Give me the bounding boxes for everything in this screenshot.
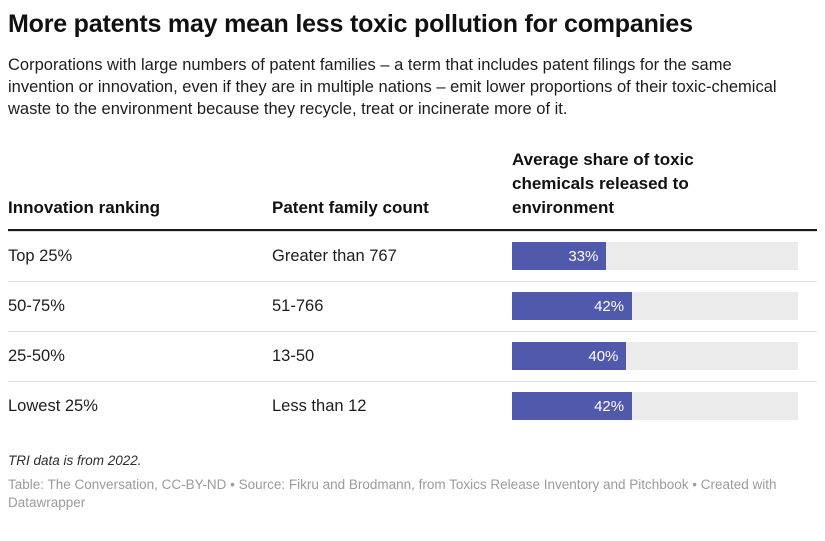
bar-value-label: 42% [594, 297, 625, 315]
bar-value-label: 42% [594, 397, 625, 415]
patent-count-cell: Greater than 767 [272, 246, 397, 265]
table-header-row: Innovation ranking Patent family count A… [8, 148, 817, 231]
attribution-text: Table: The Conversation, CC-BY-ND • Sour… [8, 476, 777, 510]
table-row: 25-50% 13-50 40% [8, 330, 817, 381]
bar-track: 40% [512, 342, 798, 371]
ranking-cell: Lowest 25% [8, 396, 98, 415]
table-row: Top 25% Greater than 767 33% [8, 230, 817, 281]
ranking-cell: Top 25% [8, 246, 73, 265]
bar-track: 33% [512, 242, 798, 271]
bar-fill: 40% [512, 342, 627, 371]
table-row: 50-75% 51-766 42% [8, 280, 817, 331]
data-table: Innovation ranking Patent family count A… [8, 148, 817, 431]
ranking-cell: 25-50% [8, 346, 65, 365]
bar-fill: 42% [512, 292, 633, 321]
bar-track: 42% [512, 392, 798, 421]
column-header-innovation-ranking: Innovation ranking [8, 197, 161, 217]
chart-subtitle: Corporations with large numbers of paten… [8, 55, 777, 118]
patent-count-cell: 51-766 [272, 296, 324, 315]
data-note: TRI data is from 2022. [8, 452, 142, 468]
column-header-patent-family-count: Patent family count [272, 197, 429, 217]
bar-value-label: 33% [568, 247, 599, 265]
bar-fill: 33% [512, 242, 607, 271]
patent-count-cell: 13-50 [272, 346, 315, 365]
ranking-cell: 50-75% [8, 296, 65, 315]
table-row: Lowest 25% Less than 12 42% [8, 380, 817, 431]
bar-fill: 42% [512, 392, 633, 421]
page-title: More patents may mean less toxic polluti… [8, 10, 693, 38]
bar-value-label: 40% [588, 347, 619, 365]
column-header-average-share: Average share of toxic chemicals release… [512, 149, 694, 217]
patent-count-cell: Less than 12 [272, 396, 367, 415]
bar-track: 42% [512, 292, 798, 321]
